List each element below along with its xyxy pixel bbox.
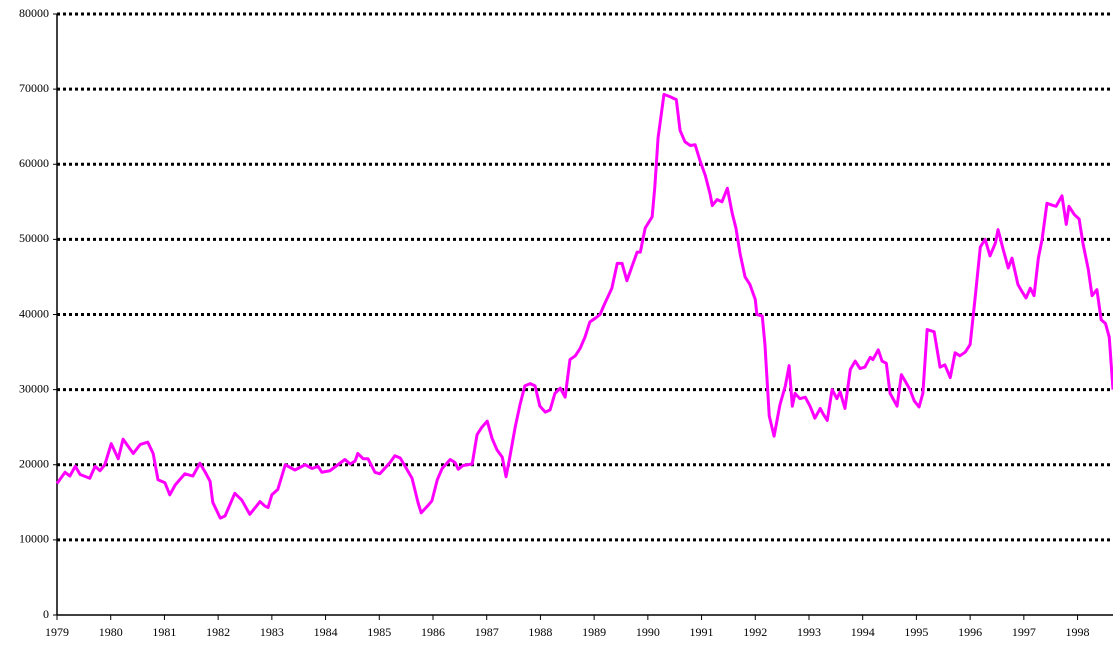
y-tick-label: 70000 [19, 81, 49, 95]
x-tick-label: 1980 [99, 625, 123, 639]
x-tick-label: 1990 [636, 625, 660, 639]
x-tick-label: 1984 [314, 625, 338, 639]
x-tick-label: 1996 [958, 625, 982, 639]
x-tick-label: 1995 [904, 625, 928, 639]
x-tick-label: 1982 [206, 625, 230, 639]
y-tick-label: 20000 [19, 457, 49, 471]
x-tick-label: 1987 [475, 625, 499, 639]
data-line [55, 92, 1113, 520]
x-tick-label: 1993 [797, 625, 821, 639]
x-tick-label: 1988 [528, 625, 552, 639]
y-tick-label: 60000 [19, 156, 49, 170]
y-tick-label: 80000 [19, 6, 49, 20]
x-tick-label: 1981 [152, 625, 176, 639]
x-tick-label: 1989 [582, 625, 606, 639]
x-tick-label: 1986 [421, 625, 445, 639]
y-tick-label: 10000 [19, 532, 49, 546]
x-tick-label: 1998 [1066, 625, 1090, 639]
y-tick-label: 0 [43, 607, 49, 621]
x-tick-label: 1985 [367, 625, 391, 639]
x-tick-label: 1991 [690, 625, 714, 639]
y-tick-label: 30000 [19, 381, 49, 395]
y-tick-label: 50000 [19, 231, 49, 245]
y-tick-label: 40000 [19, 306, 49, 320]
x-tick-label: 1992 [743, 625, 767, 639]
x-tick-label: 1979 [45, 625, 69, 639]
x-tick-label: 1983 [260, 625, 284, 639]
x-tick-label: 1994 [851, 625, 875, 639]
x-tick-label: 1997 [1012, 625, 1036, 639]
